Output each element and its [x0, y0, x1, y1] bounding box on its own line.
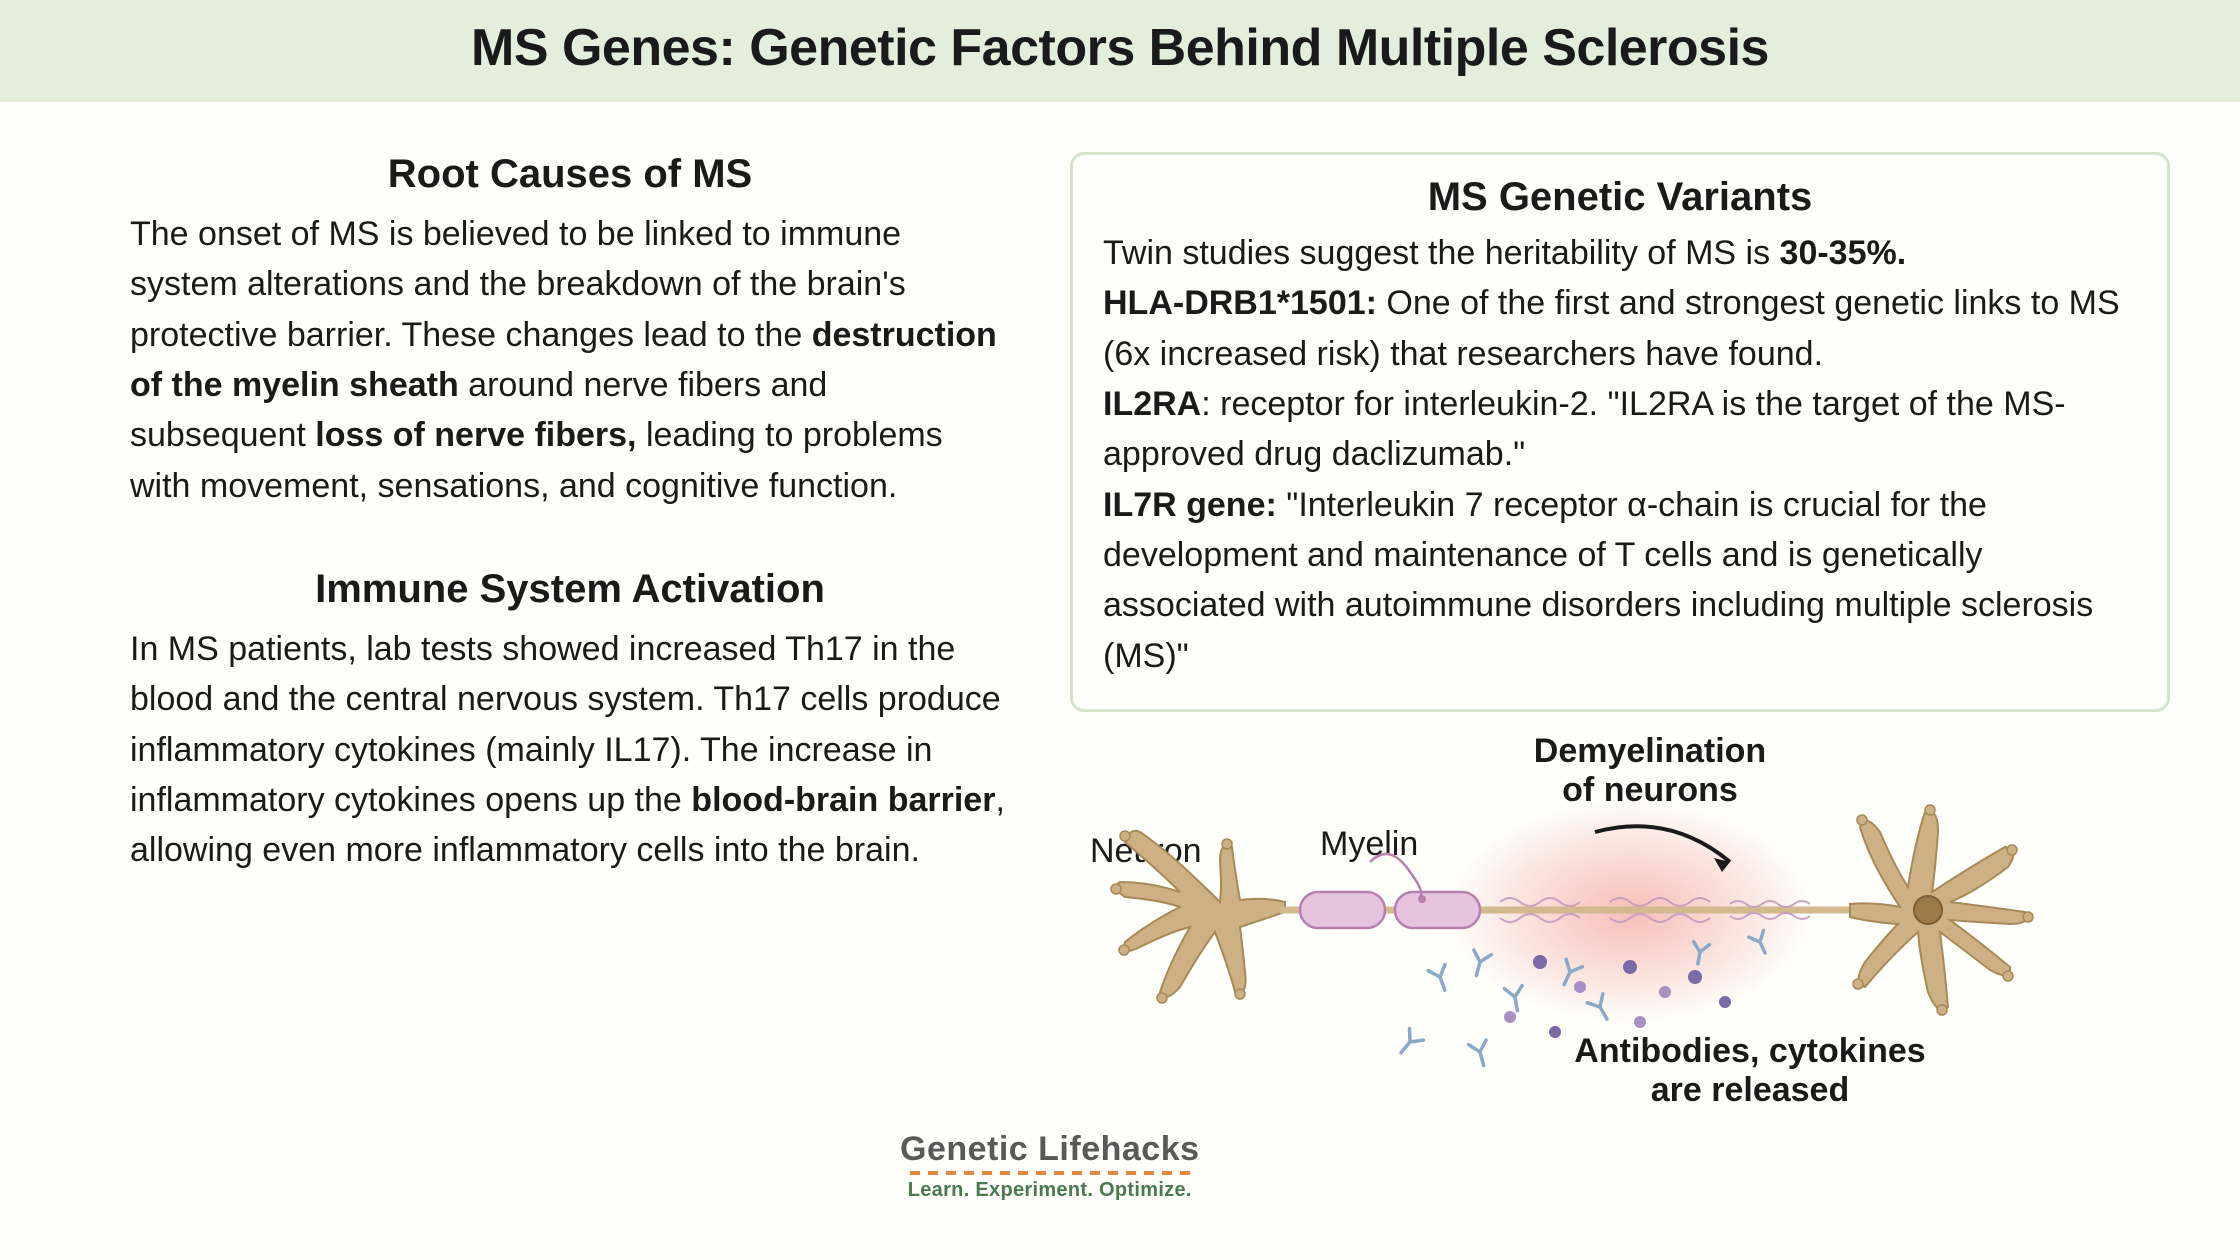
right-column: MS Genetic Variants Twin studies suggest…: [1070, 152, 2170, 1112]
immune-text: In MS patients, lab tests showed increas…: [130, 624, 1010, 876]
text-span: The onset of MS is believed to be linked…: [130, 215, 906, 354]
root-causes-block: Root Causes of MS The onset of MS is bel…: [130, 152, 1010, 511]
immune-block: Immune System Activation In MS patients,…: [130, 567, 1010, 876]
root-causes-heading: Root Causes of MS: [130, 152, 1010, 197]
bold-span: IL2RA: [1103, 385, 1201, 423]
bold-span: 30-35%.: [1780, 234, 1907, 272]
left-column: Root Causes of MS The onset of MS is bel…: [130, 152, 1010, 1112]
bold-span: blood-brain barrier: [691, 781, 995, 819]
neuron-diagram: Demyelination of neurons Neuron Myelin A…: [1070, 732, 2170, 1112]
root-causes-text: The onset of MS is believed to be linked…: [130, 209, 1010, 511]
immune-heading: Immune System Activation: [130, 567, 1010, 612]
text-span: : receptor for interleukin-2. "IL2RA is …: [1103, 385, 2066, 473]
variants-box: MS Genetic Variants Twin studies suggest…: [1070, 152, 2170, 712]
logo-main-text: Genetic Lifehacks: [900, 1130, 1200, 1169]
text-span: Twin studies suggest the heritability of…: [1103, 234, 1780, 272]
logo-tagline: Learn. Experiment. Optimize.: [900, 1179, 1200, 1202]
variants-heading: MS Genetic Variants: [1103, 175, 2137, 220]
title-bar: MS Genes: Genetic Factors Behind Multipl…: [0, 0, 2240, 102]
neuron-svg: [1070, 732, 2070, 1112]
logo-underline: [910, 1171, 1190, 1175]
bold-span: loss of nerve fibers,: [315, 416, 636, 454]
bold-span: IL7R gene:: [1103, 486, 1277, 524]
variants-text: Twin studies suggest the heritability of…: [1103, 228, 2137, 681]
brand-logo: Genetic Lifehacks Learn. Experiment. Opt…: [900, 1130, 1200, 1202]
bold-span: HLA-DRB1*1501:: [1103, 284, 1377, 322]
page-title: MS Genes: Genetic Factors Behind Multipl…: [0, 18, 2240, 78]
content-area: Root Causes of MS The onset of MS is bel…: [0, 102, 2240, 1112]
